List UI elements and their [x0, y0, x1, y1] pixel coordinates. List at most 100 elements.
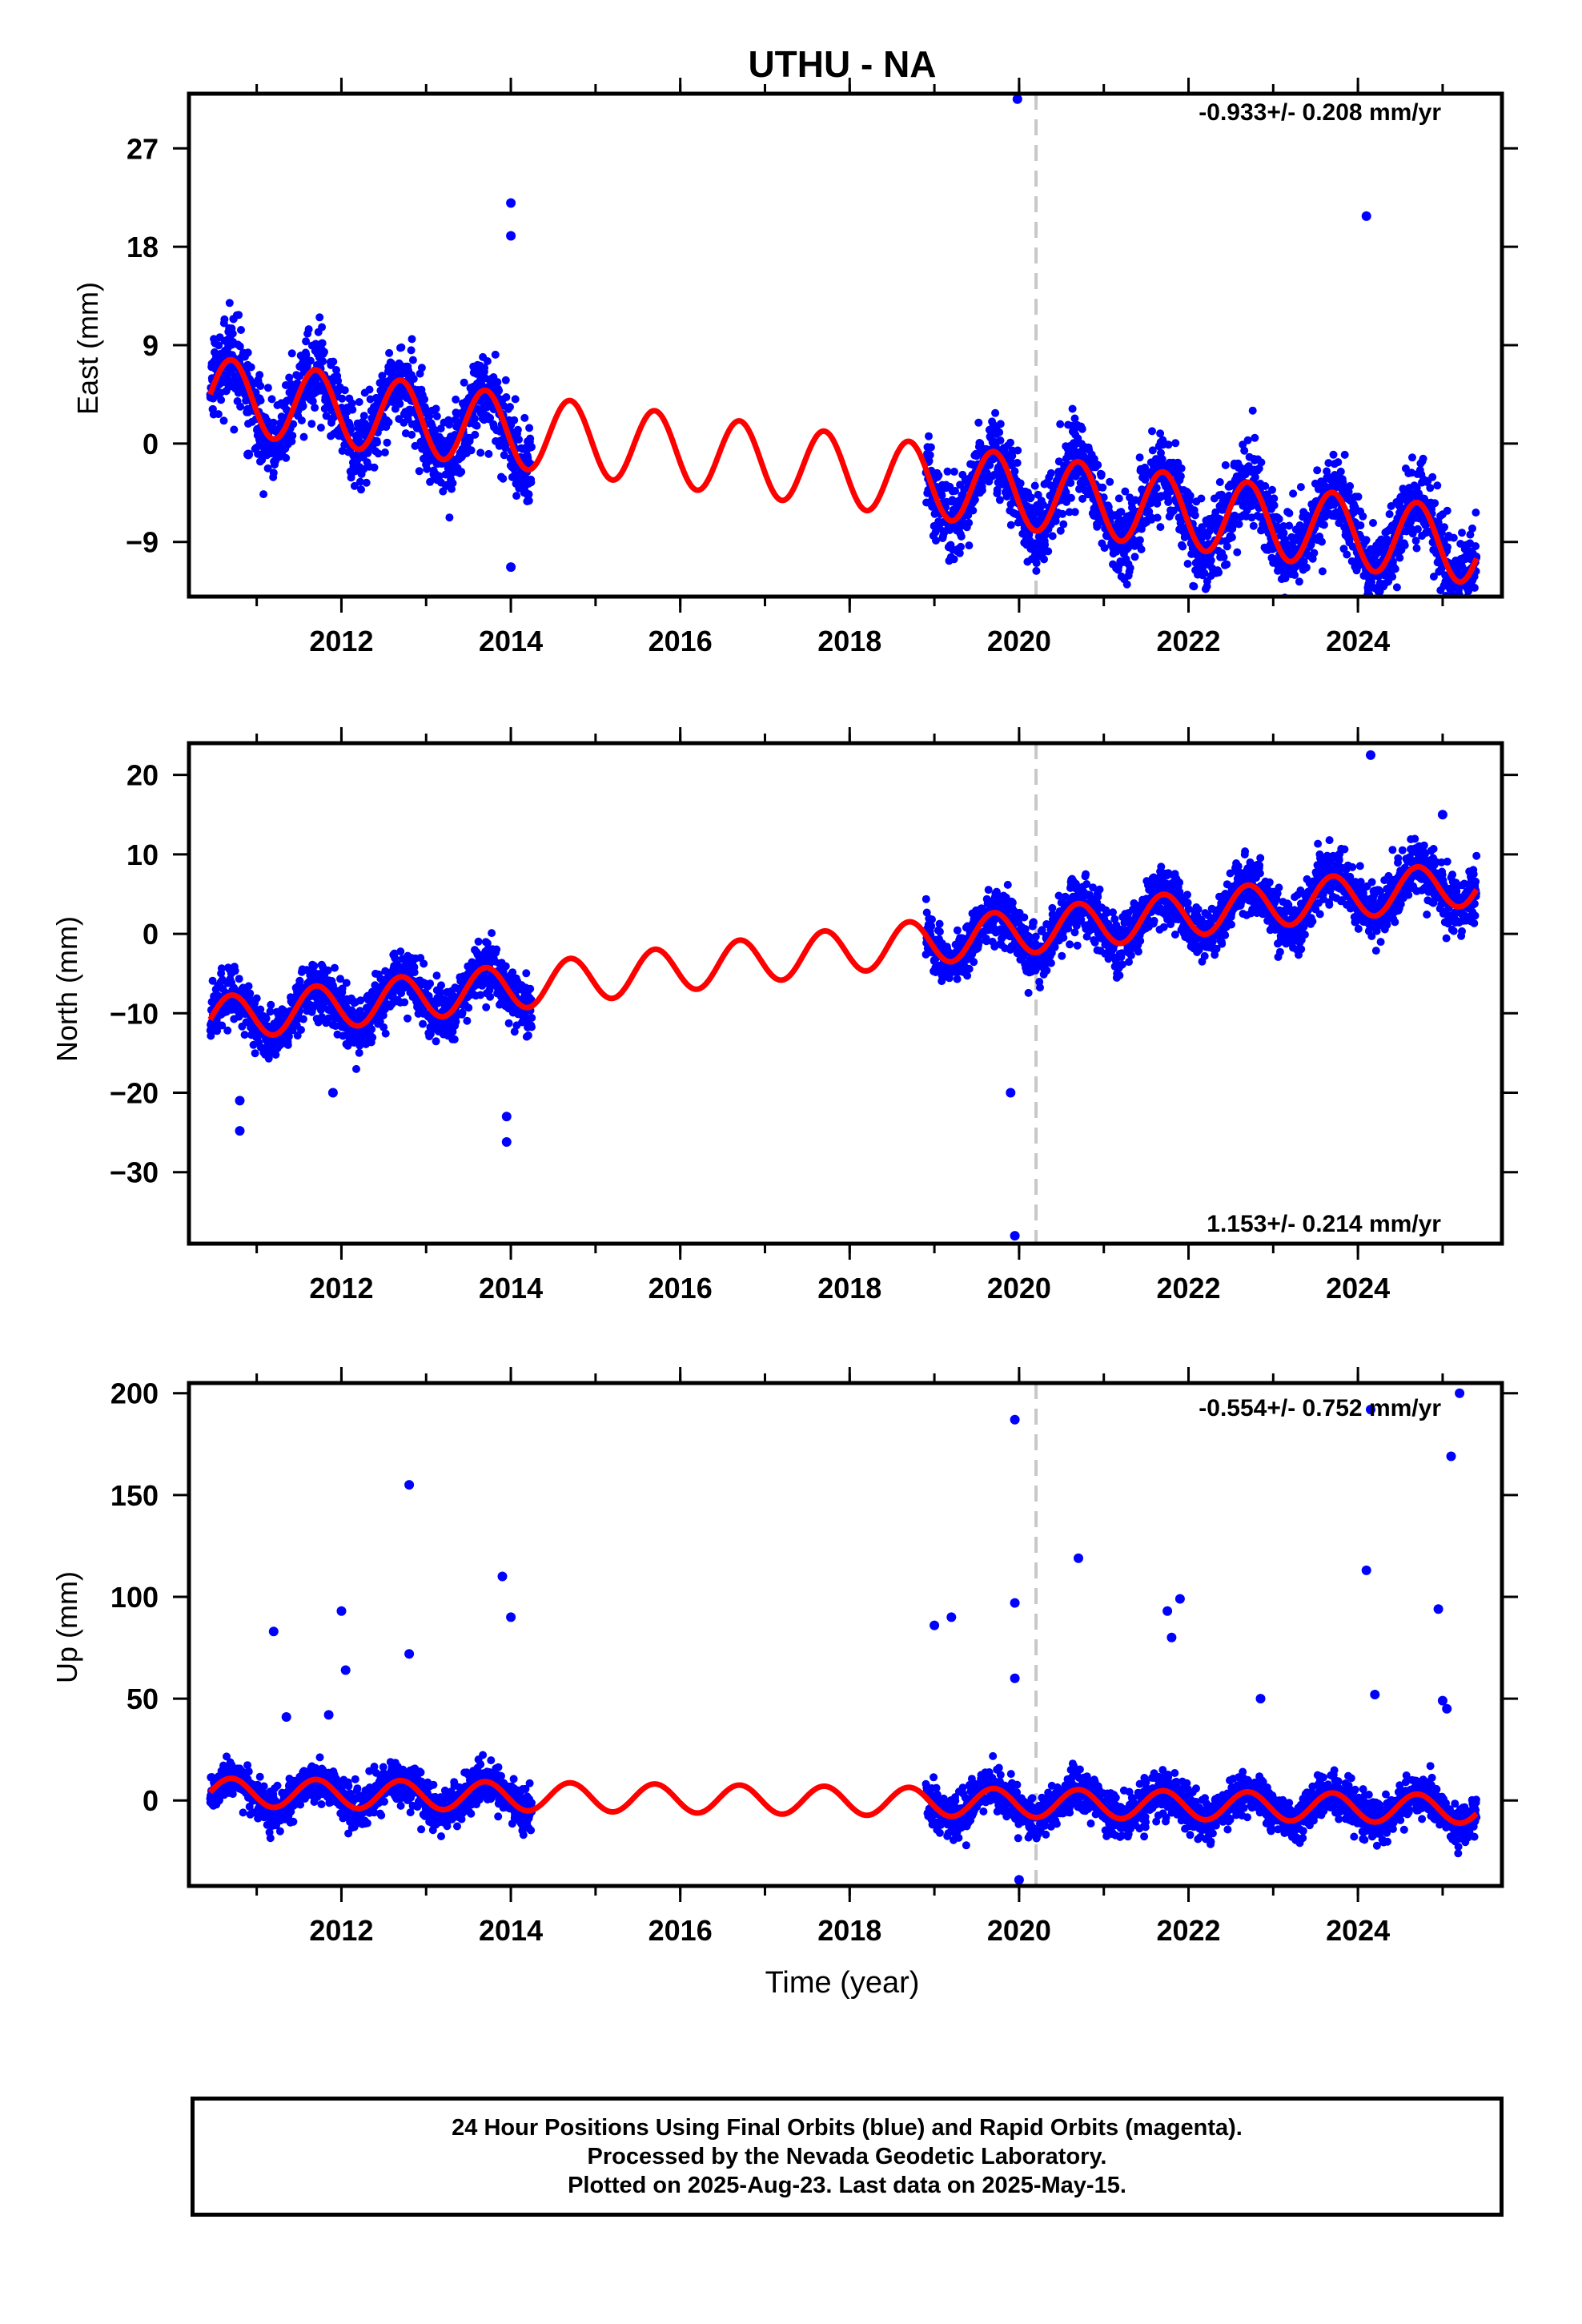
east-point [515, 435, 523, 444]
east-point [409, 375, 418, 384]
east-point [969, 506, 978, 515]
east-point [1400, 541, 1409, 549]
east-point [1249, 521, 1258, 530]
east-point [1013, 459, 1022, 467]
north-point [432, 971, 441, 980]
east-point [1302, 563, 1311, 572]
east-point [334, 376, 343, 385]
east-point [355, 477, 364, 486]
east-point [1191, 511, 1199, 520]
east-point [1046, 468, 1055, 477]
east-point [1440, 523, 1448, 532]
north-point [262, 1014, 271, 1023]
east-point [1313, 466, 1322, 475]
east-point [263, 464, 272, 472]
east-point [448, 479, 457, 488]
north-point [528, 1023, 536, 1031]
north-point [1024, 988, 1033, 997]
north-point [223, 1026, 232, 1035]
east-point [1065, 508, 1074, 517]
east-point [974, 418, 983, 427]
east-point [435, 472, 444, 480]
east-y-tick-label: 27 [126, 132, 159, 165]
east-point [1428, 472, 1437, 481]
east-point [457, 468, 466, 476]
east-point [235, 311, 243, 320]
east-point [471, 414, 479, 423]
east-point [1227, 533, 1236, 541]
east-point [1433, 481, 1442, 490]
north-point [501, 962, 510, 971]
north-point [1058, 951, 1066, 960]
east-point [432, 412, 441, 420]
east-point [215, 341, 223, 350]
north-point [342, 979, 351, 987]
east-x-tick-label: 2018 [817, 625, 881, 657]
east-point [1094, 460, 1102, 469]
east-point [995, 496, 1004, 505]
north-point [450, 1035, 459, 1043]
east-point [1215, 568, 1223, 577]
north-point [486, 992, 495, 1001]
east-point [383, 438, 391, 447]
north-point [488, 929, 496, 938]
north-point [935, 927, 944, 936]
east-point [978, 486, 986, 495]
north-point [1021, 925, 1030, 934]
east-point [269, 418, 278, 427]
east-outlier-point [1361, 211, 1371, 221]
east-point [1443, 506, 1452, 515]
east-point [1177, 464, 1186, 472]
east-point [926, 443, 935, 452]
east-point [316, 424, 325, 432]
east-point [1318, 537, 1326, 546]
east-point [1426, 484, 1435, 493]
east-point [445, 513, 454, 522]
north-point [970, 958, 978, 967]
east-point [1291, 601, 1299, 609]
east-x-tick-label: 2014 [479, 625, 543, 657]
east-point [1148, 427, 1156, 436]
east-point [1010, 467, 1019, 476]
east-point [460, 378, 468, 387]
east-point [506, 403, 514, 412]
east-point [445, 420, 454, 429]
east-point [355, 398, 363, 406]
east-point [302, 351, 311, 359]
east-point [306, 356, 315, 365]
east-point [491, 350, 500, 359]
east-point [1070, 508, 1079, 517]
north-point [283, 1040, 292, 1049]
east-point [219, 416, 228, 425]
east-point [1291, 571, 1299, 579]
north-point [1003, 880, 1012, 889]
north-point [396, 947, 405, 956]
east-outlier-point [506, 231, 516, 241]
east-point [423, 464, 432, 473]
east-point [332, 366, 340, 374]
east-point [285, 373, 294, 382]
east-point [415, 467, 424, 476]
north-point [928, 915, 936, 924]
north-point [464, 1003, 473, 1012]
east-point [263, 384, 272, 392]
east-point [1026, 493, 1035, 502]
north-point [244, 982, 253, 991]
east-point [493, 378, 502, 387]
east-point [932, 537, 940, 545]
east-point [365, 385, 374, 394]
east-point [370, 463, 379, 472]
east-point [1372, 603, 1380, 611]
north-point [463, 1016, 472, 1025]
east-point [525, 424, 534, 432]
east-point [1137, 545, 1146, 553]
east-point [925, 432, 933, 440]
east-rate-label: -0.933+/- 0.208 mm/yr [1199, 99, 1441, 126]
east-point [307, 420, 316, 428]
east-point [943, 467, 952, 476]
east-point [995, 428, 1004, 436]
east-point [1056, 526, 1065, 535]
east-point [436, 424, 445, 433]
north-point [492, 945, 501, 954]
east-point [526, 434, 535, 443]
